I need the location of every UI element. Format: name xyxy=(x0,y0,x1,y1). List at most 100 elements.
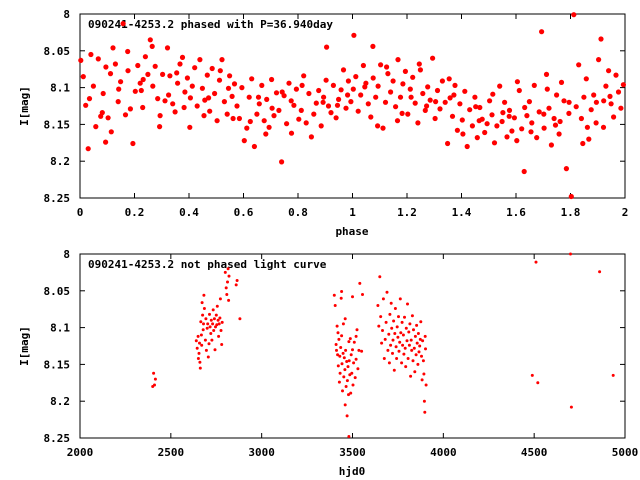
data-point xyxy=(296,116,302,122)
data-point xyxy=(390,326,394,330)
data-point xyxy=(177,61,183,67)
data-point xyxy=(318,123,324,129)
y-tick-label: 8.1 xyxy=(50,82,70,95)
data-point xyxy=(620,82,627,88)
data-point xyxy=(392,319,396,323)
data-point xyxy=(220,320,224,324)
data-point xyxy=(301,73,307,79)
data-point xyxy=(153,377,157,381)
data-point xyxy=(519,126,525,132)
data-point xyxy=(423,410,427,414)
data-point xyxy=(175,80,181,86)
data-point xyxy=(100,90,106,97)
data-point xyxy=(511,115,517,121)
data-point xyxy=(335,348,338,352)
data-point xyxy=(445,140,451,147)
y-tick-label: 8.15 xyxy=(44,118,71,131)
data-point xyxy=(472,94,478,100)
data-point xyxy=(95,56,101,62)
data-point xyxy=(204,348,208,352)
data-point xyxy=(227,298,231,302)
data-point xyxy=(330,82,336,88)
data-point xyxy=(398,297,402,301)
data-point xyxy=(618,105,624,111)
y-tick-label: 8.1 xyxy=(50,322,70,335)
data-point xyxy=(155,96,161,102)
data-point xyxy=(324,44,330,50)
data-point xyxy=(395,57,401,63)
data-point xyxy=(421,339,425,343)
data-point xyxy=(378,62,384,68)
data-point xyxy=(337,337,341,341)
data-point xyxy=(556,131,562,137)
data-point xyxy=(199,333,203,337)
y-tick-label: 8.2 xyxy=(50,155,70,168)
data-point xyxy=(394,345,398,349)
data-point xyxy=(332,293,336,297)
data-point xyxy=(386,348,390,352)
data-point xyxy=(218,316,222,320)
data-point xyxy=(189,83,195,89)
data-point xyxy=(406,302,409,306)
data-point xyxy=(234,103,240,109)
data-point xyxy=(204,317,208,321)
data-point xyxy=(398,340,402,344)
data-point xyxy=(140,104,146,111)
data-point xyxy=(352,361,356,365)
data-point xyxy=(194,103,200,109)
data-point xyxy=(234,283,238,287)
data-point xyxy=(418,337,422,341)
x-tick-label: 2000 xyxy=(67,446,94,459)
data-point xyxy=(534,260,538,264)
data-point xyxy=(554,92,560,98)
data-point xyxy=(377,324,381,328)
data-point xyxy=(375,83,381,89)
data-point xyxy=(323,77,329,83)
data-point xyxy=(346,365,350,369)
data-point xyxy=(358,92,364,98)
data-point xyxy=(209,318,213,322)
data-point xyxy=(337,380,341,384)
data-point xyxy=(412,100,418,106)
data-point xyxy=(198,366,202,370)
data-point xyxy=(384,64,390,70)
data-point xyxy=(514,79,521,85)
data-point xyxy=(273,90,280,96)
data-point xyxy=(393,332,397,335)
data-point xyxy=(88,51,94,58)
data-point xyxy=(423,334,427,338)
data-point xyxy=(335,324,339,328)
data-point xyxy=(179,54,186,61)
data-point xyxy=(348,99,354,105)
data-point xyxy=(209,65,215,72)
data-point xyxy=(127,106,133,112)
data-point xyxy=(608,101,614,107)
data-point xyxy=(354,334,358,338)
data-point xyxy=(341,322,345,326)
data-point xyxy=(197,351,201,355)
data-point xyxy=(145,71,151,77)
plot-title: 090241-4253.2 phased with P=36.940day xyxy=(88,18,333,31)
data-point xyxy=(350,371,354,375)
data-point xyxy=(392,368,396,372)
data-point xyxy=(402,68,408,74)
data-point xyxy=(160,71,166,77)
data-point xyxy=(263,131,269,137)
data-point xyxy=(344,348,348,352)
data-point xyxy=(212,329,216,332)
data-point xyxy=(132,88,138,94)
data-point xyxy=(536,381,540,385)
data-point xyxy=(214,118,220,124)
data-point xyxy=(351,348,354,352)
data-point xyxy=(410,74,416,80)
data-point xyxy=(425,84,431,90)
data-point xyxy=(584,124,591,130)
data-point xyxy=(489,112,495,118)
data-point xyxy=(348,337,352,341)
data-point xyxy=(606,68,612,74)
data-point xyxy=(355,108,361,114)
data-point xyxy=(78,57,84,64)
data-point xyxy=(380,341,384,345)
data-point xyxy=(197,57,203,63)
data-point xyxy=(504,134,510,140)
